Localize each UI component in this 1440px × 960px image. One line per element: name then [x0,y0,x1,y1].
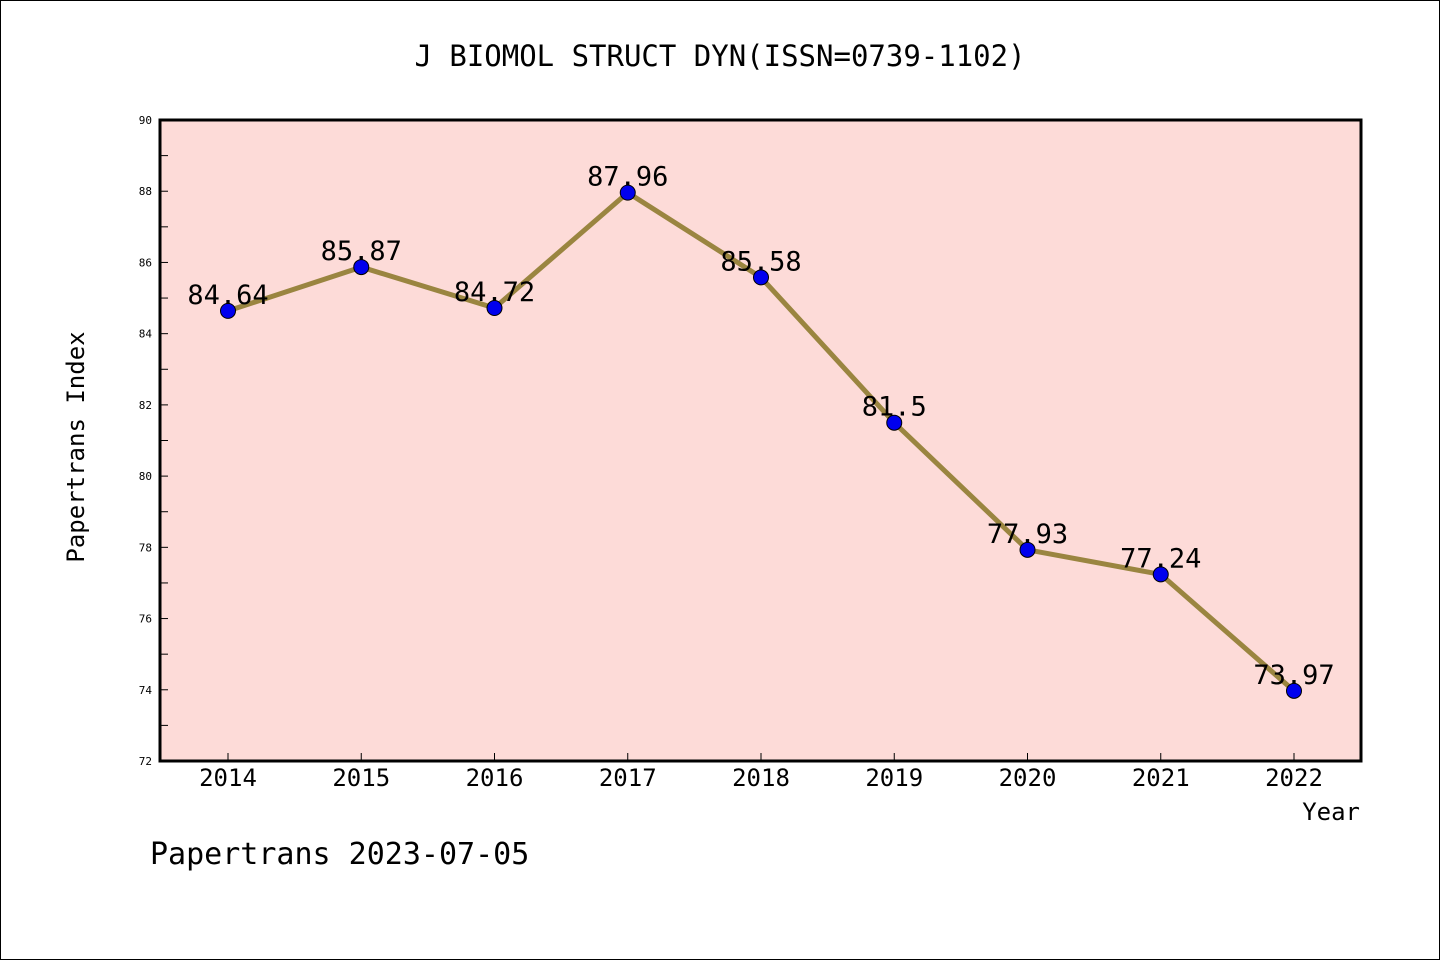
data-label-2018: 85.58 [720,246,801,277]
data-labels: 84.64 85.87 84.72 87.96 85.58 81.5 77.93 77.24 7… [187,162,1334,691]
y-tick-label: 90 [139,114,152,127]
y-tick-label: 76 [139,613,152,626]
y-tick-label: 72 [139,755,152,768]
data-point-2015 [353,259,370,276]
x-tick-label: 2014 [199,764,257,792]
plot-border [158,118,1363,763]
x-tick-label: 2022 [1265,764,1323,792]
x-tick-label: 2020 [999,764,1057,792]
y-tick-label: 74 [139,684,153,697]
data-point-2022 [1286,682,1302,699]
x-tick-label: 2018 [732,764,790,792]
x-tick-label: 2019 [865,764,923,792]
x-axis-ticks: 2014 2015 2016 2017 2018 2019 2020 2021 2022 [199,753,1323,792]
data-point-2021 [1152,566,1169,583]
y-axis-label: Papertrans Index [62,331,90,562]
x-tick-label: 2015 [332,764,390,792]
x-axis-label: Year [1302,798,1360,826]
x-tick-label: 2016 [466,764,524,792]
y-tick-label: 84 [139,328,153,341]
data-label-2014: 84.64 [187,280,268,311]
data-label-2021: 77.24 [1120,543,1201,574]
data-point-2020 [1019,541,1036,558]
chart-title: J BIOMOL STRUCT DYN(ISSN=0739-1102) [414,39,1025,73]
y-tick-label: 78 [139,541,152,554]
data-label-2016: 84.72 [454,277,535,308]
data-label-2022: 73.97 [1253,660,1334,691]
y-tick-label: 82 [139,399,152,412]
data-point-2016 [486,300,503,317]
data-point-2018 [753,269,769,286]
plot-area [160,120,1361,761]
data-label-2015: 85.87 [321,236,402,267]
series-markers [220,184,1302,699]
y-tick-label: 88 [139,185,152,198]
x-tick-label: 2021 [1132,764,1190,792]
data-label-2017: 87.96 [587,162,668,193]
footer-watermark: Papertrans 2023-07-05 [150,837,529,872]
y-tick-label: 80 [139,470,152,483]
data-point-2014 [220,302,236,319]
data-point-2017 [619,184,636,201]
data-point-2019 [886,414,903,431]
data-label-2019: 81.5 [862,392,927,423]
data-label-2020: 77.93 [987,519,1068,550]
y-tick-label: 86 [139,256,152,269]
x-tick-label: 2017 [599,764,657,792]
